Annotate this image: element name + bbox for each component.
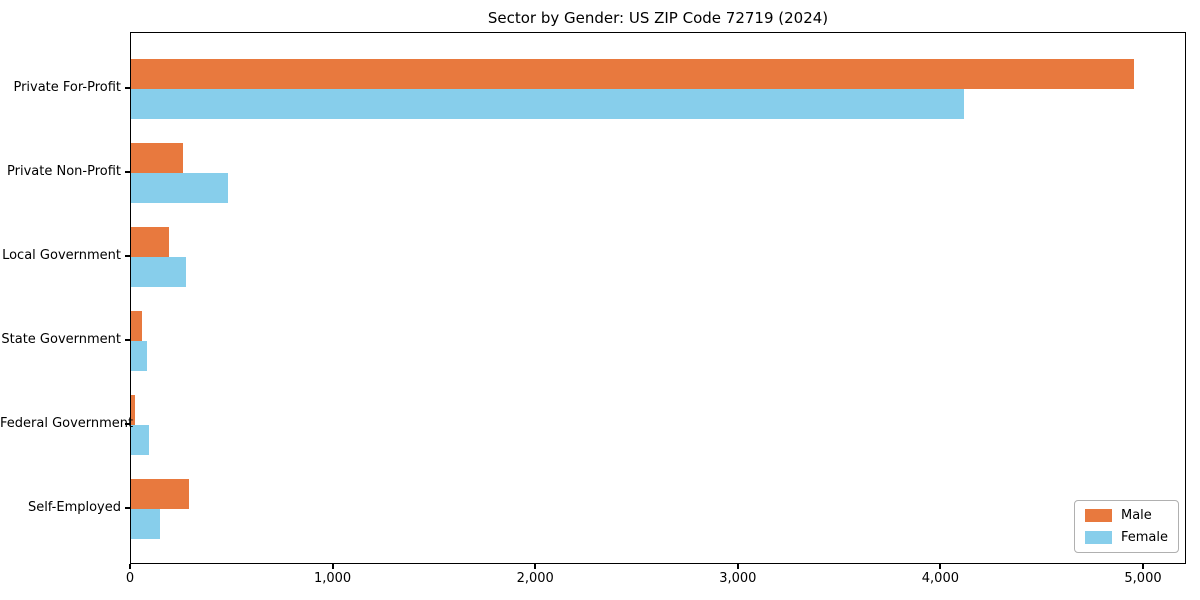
x-tick-label: 1,000 xyxy=(313,571,352,586)
y-tick-label: Private Non-Profit xyxy=(7,164,121,179)
y-tick-mark xyxy=(125,507,130,509)
bar-female-federal-government xyxy=(131,425,150,455)
bar-male-state-government xyxy=(131,311,143,341)
bars-layer xyxy=(131,33,1185,563)
x-tick-label: 5,000 xyxy=(1124,571,1162,586)
bar-male-federal-government xyxy=(131,395,136,425)
x-tick-label: 2,000 xyxy=(516,571,554,586)
y-tick-label: Federal Government xyxy=(0,416,134,431)
bar-male-self-employed xyxy=(131,479,189,509)
plot-area: Male Female xyxy=(130,32,1186,564)
bar-male-private-non-profit xyxy=(131,143,183,173)
x-tick-label: 0 xyxy=(125,571,135,586)
x-tick-mark xyxy=(331,564,334,569)
legend: Male Female xyxy=(1073,500,1179,553)
y-tick-mark xyxy=(125,423,130,425)
legend-label-female: Female xyxy=(1120,530,1168,545)
x-tick-mark xyxy=(736,564,739,569)
x-tick-mark xyxy=(129,564,131,569)
legend-row-female: Female xyxy=(1084,530,1168,545)
y-tick-mark xyxy=(125,255,130,257)
chart-title: Sector by Gender: US ZIP Code 72719 (202… xyxy=(487,9,829,27)
bar-male-local-government xyxy=(131,227,170,257)
y-tick-label: Self-Employed xyxy=(27,500,121,515)
bar-female-local-government xyxy=(131,257,186,287)
y-tick-mark xyxy=(125,171,130,173)
bar-female-private-for-profit xyxy=(131,89,964,119)
x-tick-label: 3,000 xyxy=(719,571,757,586)
x-tick-mark xyxy=(534,564,537,569)
y-tick-label: State Government xyxy=(1,332,121,347)
x-tick-mark xyxy=(1142,564,1144,569)
legend-swatch-female-icon xyxy=(1084,531,1112,544)
x-tick-label: 4,000 xyxy=(921,571,959,586)
y-tick-mark xyxy=(125,87,130,89)
y-tick-mark xyxy=(125,339,130,341)
x-tick-mark xyxy=(939,564,942,569)
legend-row-male: Male xyxy=(1084,508,1168,523)
legend-swatch-male-icon xyxy=(1084,509,1112,522)
bar-female-self-employed xyxy=(131,509,161,539)
y-tick-label: Local Government xyxy=(2,248,121,263)
legend-label-male: Male xyxy=(1120,508,1152,523)
bar-female-private-non-profit xyxy=(131,173,229,203)
y-tick-label: Private For-Profit xyxy=(13,80,121,95)
bar-female-state-government xyxy=(131,341,148,371)
bar-male-private-for-profit xyxy=(131,59,1134,89)
